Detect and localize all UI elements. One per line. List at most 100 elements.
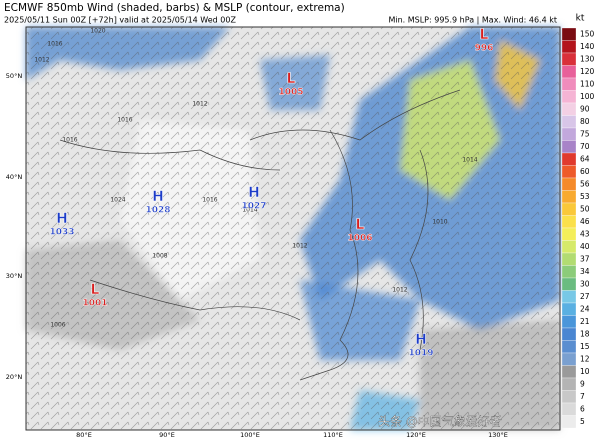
colorbar-label: 5 [580, 417, 585, 426]
colorbar-label: 53 [580, 192, 590, 201]
contour-label: 1012 [392, 287, 407, 294]
lon-label: 100°E [240, 431, 260, 439]
title: ECMWF 850mb Wind (shaded, barbs) & MSLP … [4, 2, 345, 14]
pressure-center-letter: L [480, 27, 489, 43]
colorbar-swatch [561, 165, 577, 179]
colorbar-swatch [561, 415, 577, 429]
colorbar-label: 80 [580, 117, 590, 126]
colorbar-swatch [561, 265, 577, 279]
colorbar-label: 15 [580, 342, 590, 351]
colorbar-swatch [561, 215, 577, 229]
colorbar-swatch [561, 340, 577, 354]
contour-label: 1010 [432, 219, 447, 226]
colorbar-swatch [561, 102, 577, 116]
pressure-center-letter: L [287, 71, 296, 87]
lat-label: 50°N [6, 72, 23, 80]
colorbar-label: 18 [580, 329, 590, 338]
colorbar-label: 110 [580, 79, 595, 88]
colorbar-swatch [561, 402, 577, 416]
lon-label: 110°E [323, 431, 343, 439]
colorbar-swatch [561, 377, 577, 391]
pressure-center-letter: L [356, 217, 365, 233]
colorbar-label: 9 [580, 379, 585, 388]
colorbar-label: 7 [580, 392, 585, 401]
contour-label: 1008 [152, 253, 167, 260]
contour-label: 1016 [202, 197, 217, 204]
subtitle: 2025/05/11 Sun 00Z [+72h] valid at 2025/… [4, 16, 236, 25]
lon-label: 120°E [406, 431, 426, 439]
colorbar-swatch [561, 127, 577, 141]
colorbar-label: 27 [580, 292, 590, 301]
colorbar-label: 43 [580, 229, 590, 238]
colorbar-label: 37 [580, 254, 590, 263]
colorbar-label: 140 [580, 42, 595, 51]
colorbar-swatch [561, 240, 577, 254]
pressure-center-letter: L [91, 282, 100, 298]
pressure-center-value: 1019 [408, 349, 433, 359]
contour-label: 1016 [62, 137, 77, 144]
contour-label: 1020 [90, 28, 105, 35]
colorbar-swatch [561, 65, 577, 79]
colorbar-label: 64 [580, 154, 590, 163]
colorbar-label: 75 [580, 129, 590, 138]
pressure-center-value: 1028 [145, 206, 170, 216]
pressure-center-value: 1005 [278, 88, 303, 98]
contour-label: 1016 [117, 117, 132, 124]
colorbar-label: 90 [580, 104, 590, 113]
colorbar-swatch [561, 352, 577, 366]
colorbar-label: 6 [580, 404, 585, 413]
lon-label: 130°E [488, 431, 508, 439]
colorbar-swatch [561, 315, 577, 329]
lat-label: 40°N [6, 173, 23, 181]
colorbar-label: 100 [580, 92, 595, 101]
contour-label: 1006 [50, 322, 65, 329]
watermark: 头条 @中国气象爱好者 [378, 414, 502, 429]
colorbar-swatch [561, 365, 577, 379]
colorbar-swatch [561, 390, 577, 404]
lat-label: 20°N [6, 373, 23, 381]
pressure-center-value: 996 [475, 44, 494, 54]
contour-label: 1012 [34, 57, 49, 64]
colorbar-swatch [561, 290, 577, 304]
contour-label: 1014 [462, 157, 477, 164]
colorbar-label: 34 [580, 267, 590, 276]
colorbar-label: 30 [580, 279, 590, 288]
wind-barbs [26, 27, 560, 430]
lon-label: 90°E [159, 431, 175, 439]
colorbar-swatch [561, 177, 577, 191]
contour-label: 1012 [292, 243, 307, 250]
pressure-center-value: 1033 [49, 228, 74, 238]
colorbar-swatch [561, 27, 577, 41]
contour-label: 1024 [110, 197, 125, 204]
colorbar-swatch [561, 202, 577, 216]
pressure-center-value: 1001 [82, 299, 107, 309]
colorbar-swatch [561, 327, 577, 341]
colorbar-label: 12 [580, 354, 590, 363]
colorbar-label: 21 [580, 317, 590, 326]
colorbar-swatch [561, 90, 577, 104]
colorbar-label: 70 [580, 142, 590, 151]
contour-label: 1016 [47, 41, 62, 48]
colorbar-swatch [561, 77, 577, 91]
colorbar-swatch [561, 190, 577, 204]
pressure-center-value: 1006 [347, 234, 372, 244]
lon-label: 80°E [76, 431, 92, 439]
colorbar-swatch [561, 52, 577, 66]
colorbar-label: 120 [580, 67, 595, 76]
colorbar-swatch [561, 140, 577, 154]
colorbar-swatch [561, 152, 577, 166]
pressure-center-value: 1027 [241, 202, 266, 212]
colorbar-label: 56 [580, 179, 590, 188]
colorbar-label: 10 [580, 367, 590, 376]
colorbar-label: 24 [580, 304, 590, 313]
colorbar-swatch [561, 40, 577, 54]
colorbar-swatch [561, 115, 577, 129]
colorbar-label: 60 [580, 167, 590, 176]
colorbar-swatch [561, 277, 577, 291]
colorbar-unit: kt [576, 14, 585, 24]
colorbar-swatch [561, 252, 577, 266]
colorbar-swatch [561, 302, 577, 316]
colorbar-label: 40 [580, 242, 590, 251]
pressure-center-letter: H [152, 189, 164, 205]
